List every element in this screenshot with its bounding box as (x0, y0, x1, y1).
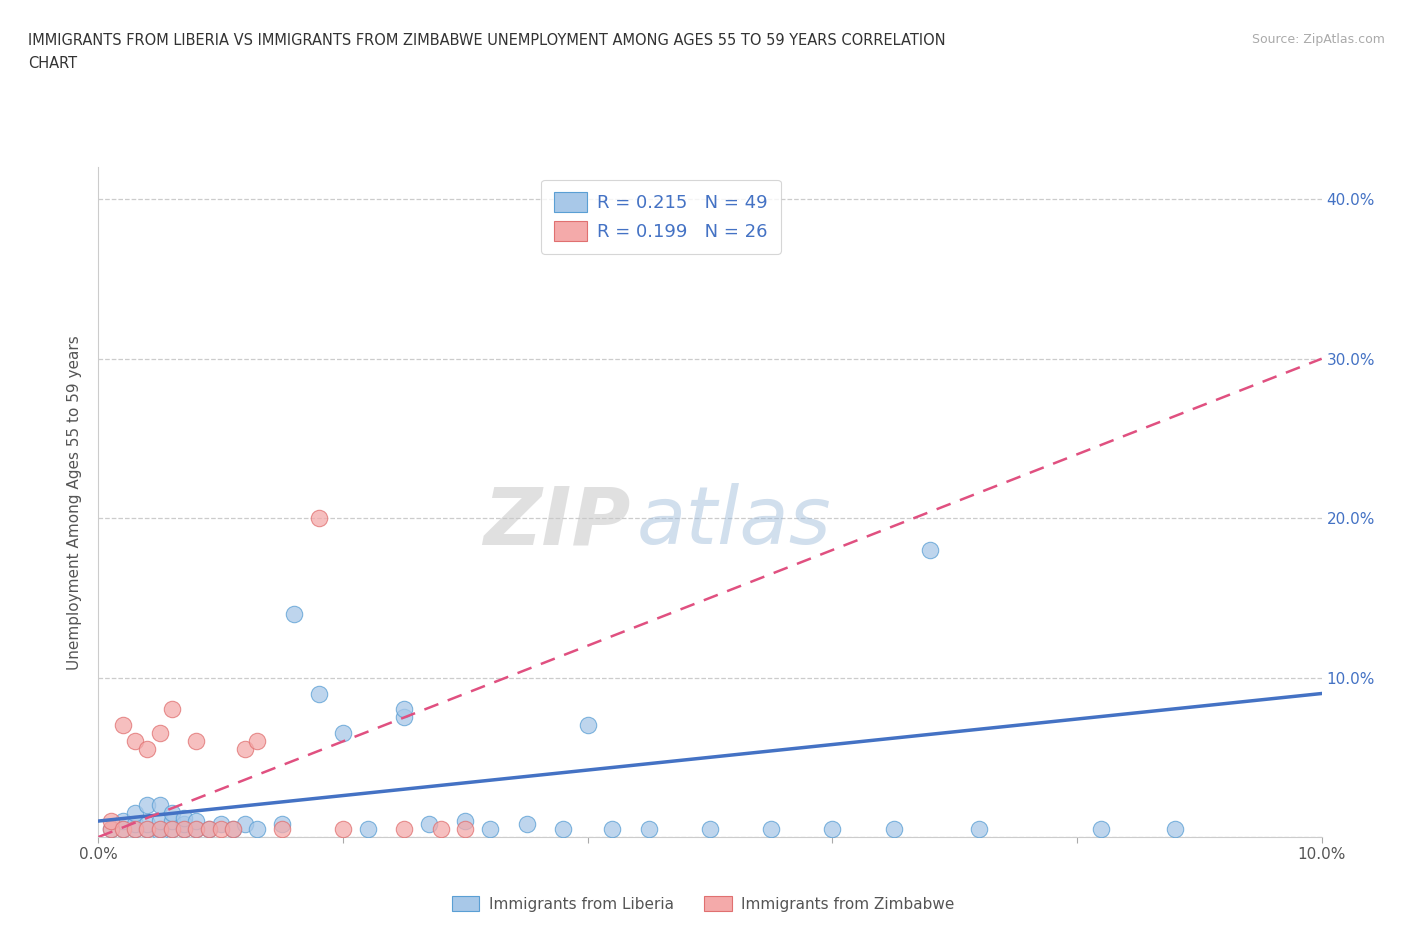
Point (246, 821, 269, 836)
Text: CHART: CHART (28, 56, 77, 71)
Point (392, 710, 416, 724)
Point (160, 805, 183, 820)
Point (111, 821, 134, 836)
Point (160, 821, 183, 836)
Point (124, 734, 146, 749)
Point (160, 821, 183, 836)
Point (173, 821, 195, 836)
Point (149, 821, 172, 836)
Point (392, 821, 416, 836)
Point (149, 825, 172, 840)
Point (124, 821, 146, 836)
Point (332, 821, 354, 836)
Point (600, 821, 623, 836)
Point (209, 817, 232, 831)
Point (246, 734, 269, 749)
Text: Source: ZipAtlas.com: Source: ZipAtlas.com (1251, 33, 1385, 46)
Point (173, 821, 195, 836)
Y-axis label: Unemployment Among Ages 55 to 59 years: Unemployment Among Ages 55 to 59 years (67, 335, 83, 670)
Point (222, 821, 245, 836)
Point (356, 821, 378, 836)
Point (1164, 821, 1187, 836)
Point (197, 821, 219, 836)
Point (478, 821, 501, 836)
Point (136, 798, 159, 813)
Point (967, 821, 990, 836)
Point (100, 821, 122, 836)
Point (270, 817, 292, 831)
Point (209, 821, 232, 836)
Point (136, 742, 159, 757)
Point (149, 726, 172, 741)
Point (516, 817, 538, 831)
Point (553, 821, 575, 836)
Point (160, 702, 183, 717)
Point (699, 821, 721, 836)
Point (149, 821, 172, 836)
Text: atlas: atlas (637, 484, 831, 562)
Point (576, 718, 599, 733)
Point (233, 742, 256, 757)
Point (124, 805, 146, 820)
Point (136, 821, 159, 836)
Text: ZIP: ZIP (484, 484, 630, 562)
Point (637, 821, 661, 836)
Point (222, 821, 245, 836)
Point (173, 817, 195, 831)
Point (418, 817, 440, 831)
Point (111, 814, 134, 829)
Point (883, 821, 905, 836)
Point (100, 821, 122, 836)
Point (1090, 821, 1112, 836)
Point (454, 821, 477, 836)
Point (149, 814, 172, 829)
Text: IMMIGRANTS FROM LIBERIA VS IMMIGRANTS FROM ZIMBABWE UNEMPLOYMENT AMONG AGES 55 T: IMMIGRANTS FROM LIBERIA VS IMMIGRANTS FR… (28, 33, 946, 47)
Point (173, 810, 195, 825)
Point (759, 821, 782, 836)
Point (100, 814, 122, 829)
Point (136, 821, 159, 836)
Point (270, 821, 292, 836)
Point (136, 817, 159, 831)
Point (111, 718, 134, 733)
Point (124, 821, 146, 836)
Point (233, 817, 256, 831)
Point (186, 814, 208, 829)
Point (392, 702, 416, 717)
Point (920, 542, 942, 557)
Legend: Immigrants from Liberia, Immigrants from Zimbabwe: Immigrants from Liberia, Immigrants from… (446, 889, 960, 918)
Point (149, 798, 172, 813)
Point (160, 814, 183, 829)
Point (124, 817, 146, 831)
Point (454, 814, 477, 829)
Point (430, 821, 453, 836)
Point (308, 511, 330, 525)
Point (308, 686, 330, 701)
Point (821, 821, 844, 836)
Point (186, 734, 208, 749)
Point (186, 821, 208, 836)
Point (186, 821, 208, 836)
Point (283, 606, 305, 621)
Point (332, 726, 354, 741)
Point (197, 821, 219, 836)
Point (111, 821, 134, 836)
Legend: R = 0.215   N = 49, R = 0.199   N = 26: R = 0.215 N = 49, R = 0.199 N = 26 (541, 179, 780, 254)
